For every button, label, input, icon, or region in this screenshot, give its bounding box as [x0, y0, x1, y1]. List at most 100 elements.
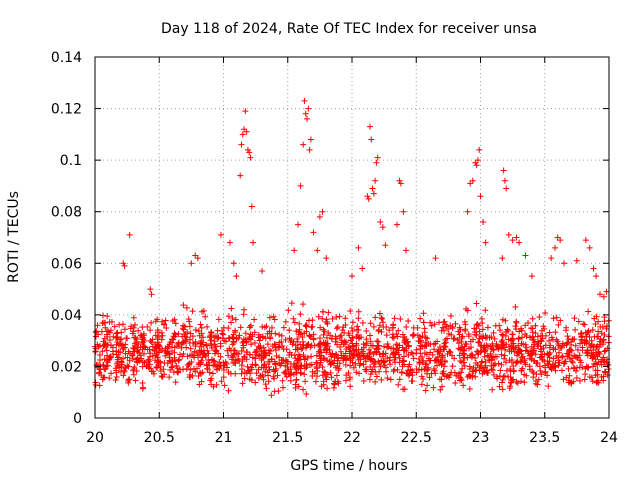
data-point [573, 375, 580, 382]
data-point [534, 338, 541, 345]
data-point [302, 365, 309, 372]
data-point [299, 338, 306, 345]
data-point [134, 354, 141, 361]
data-point [342, 377, 349, 384]
data-point [246, 149, 253, 156]
data-point [239, 131, 246, 138]
data-point [174, 365, 181, 372]
data-point [418, 381, 425, 388]
data-point [514, 380, 521, 387]
data-point [526, 363, 533, 370]
data-point [295, 221, 302, 228]
data-point [162, 317, 169, 324]
data-point [449, 363, 456, 370]
data-point [595, 328, 602, 335]
data-point [518, 358, 525, 365]
data-point [300, 353, 307, 360]
data-point [462, 326, 469, 333]
data-point [280, 324, 287, 331]
data-point [449, 325, 456, 332]
data-point [584, 364, 591, 371]
data-point [482, 307, 489, 314]
data-point [497, 367, 504, 374]
data-point [373, 373, 380, 380]
data-point [564, 333, 571, 340]
data-point [247, 370, 254, 377]
data-point [532, 378, 539, 385]
data-point [459, 333, 466, 340]
data-point [263, 364, 270, 371]
data-point [399, 344, 406, 351]
data-point [591, 315, 598, 322]
data-point [330, 384, 337, 391]
data-point [474, 157, 481, 164]
data-point [293, 369, 300, 376]
data-point [367, 342, 374, 349]
data-point [272, 330, 279, 337]
data-point [256, 337, 263, 344]
data-point [473, 162, 480, 169]
data-point [337, 333, 344, 340]
data-point [496, 383, 503, 390]
data-point [197, 321, 204, 328]
data-point [212, 332, 219, 339]
data-point [512, 303, 519, 310]
data-point [144, 346, 151, 353]
data-point [300, 386, 307, 393]
data-point [397, 316, 404, 323]
data-point [191, 354, 198, 361]
data-point [323, 334, 330, 341]
data-point [154, 316, 161, 323]
data-point [141, 343, 148, 350]
data-point [321, 341, 328, 348]
data-point [507, 366, 514, 373]
data-point [394, 333, 401, 340]
data-point [220, 367, 227, 374]
data-point [154, 327, 161, 334]
data-point [147, 286, 154, 293]
data-point [367, 332, 374, 339]
data-point [384, 355, 391, 362]
data-point [588, 337, 595, 344]
data-point [550, 315, 557, 322]
data-point [532, 330, 539, 337]
data-point [171, 349, 178, 356]
data-point [566, 372, 573, 379]
data-point [341, 341, 348, 348]
data-point [297, 182, 304, 189]
data-point [290, 315, 297, 322]
data-point [529, 333, 536, 340]
data-point [341, 355, 348, 362]
data-point [97, 366, 104, 373]
data-point [355, 356, 362, 363]
data-point [393, 341, 400, 348]
data-point [461, 354, 468, 361]
data-point [288, 337, 295, 344]
data-point [143, 362, 150, 369]
data-point [376, 351, 383, 358]
data-point [464, 208, 471, 215]
data-point [266, 350, 273, 357]
data-point [552, 359, 559, 366]
data-point [147, 350, 154, 357]
data-point [268, 356, 275, 363]
data-point [502, 359, 509, 366]
data-point [202, 313, 209, 320]
data-point [554, 234, 561, 241]
data-point [515, 346, 522, 353]
data-point [501, 344, 508, 351]
data-point [419, 359, 426, 366]
data-point [189, 340, 196, 347]
y-tick-label: 0 [73, 411, 82, 427]
data-point [294, 357, 301, 364]
data-point [490, 362, 497, 369]
data-point [320, 308, 327, 315]
data-point [95, 331, 102, 338]
data-point [503, 341, 510, 348]
data-point [586, 244, 593, 251]
data-point [532, 322, 539, 329]
data-point [413, 366, 420, 373]
data-point [436, 319, 443, 326]
data-point [398, 369, 405, 376]
data-point [255, 366, 262, 373]
